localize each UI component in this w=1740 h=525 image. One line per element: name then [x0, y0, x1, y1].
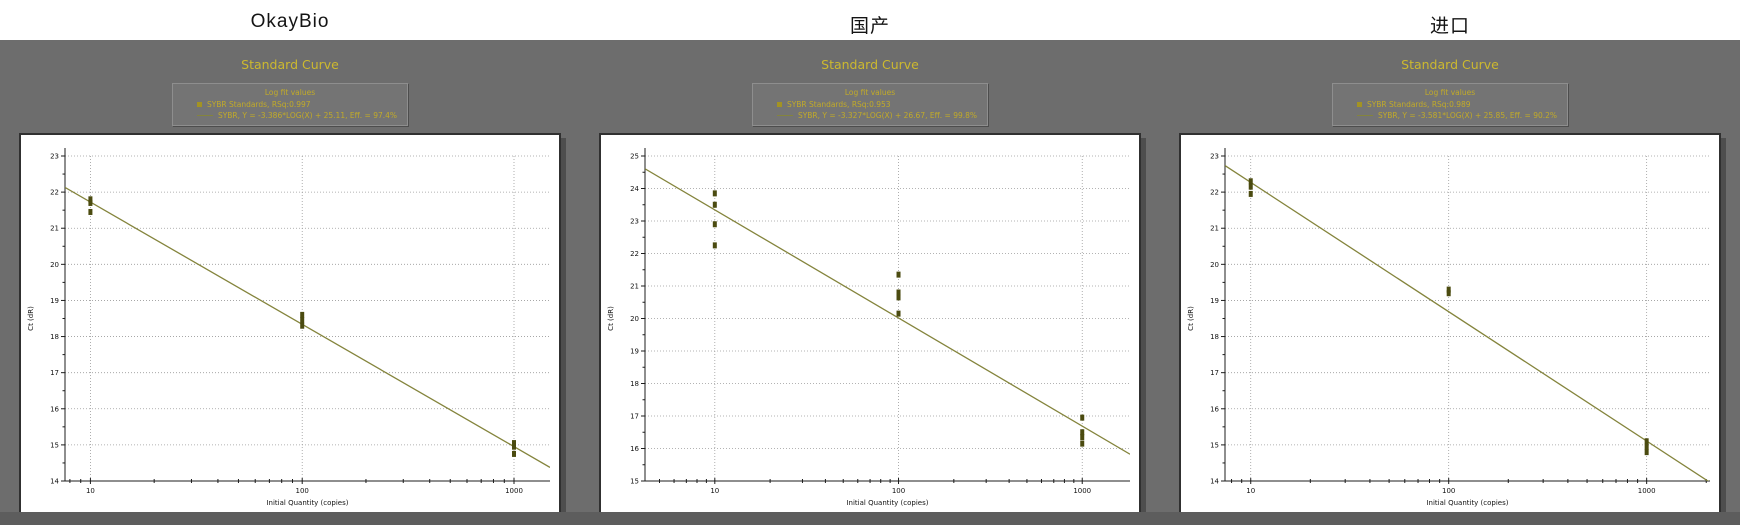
- svg-text:23: 23: [630, 218, 639, 226]
- chart-panel: 15 16 17 18 19 20 21 22 23 24 25 10 100 1000 Initial Q…: [599, 133, 1141, 514]
- svg-text:19: 19: [630, 348, 639, 356]
- legend-equation-label: SYBR, Y = -3.386*LOG(X) + 25.11, Eff. = …: [217, 111, 398, 120]
- fit-legend: Log fit values SYBR Standards, RSq:0.997…: [171, 83, 409, 126]
- standard-curve-plot: 14 15 16 17 18 19 20 21 22 23 10 100 1000 Initial Qua…: [1187, 148, 1710, 507]
- svg-text:14: 14: [1210, 478, 1219, 486]
- legend-series-row: SYBR Standards, RSq:0.989: [1343, 100, 1557, 109]
- chart-title: Standard Curve: [241, 57, 339, 72]
- svg-text:24: 24: [630, 185, 639, 193]
- svg-text:10: 10: [86, 487, 95, 495]
- column-title-domestic: 国产: [849, 16, 890, 37]
- series-marker-icon: [1356, 102, 1362, 107]
- chart-title: Standard Curve: [821, 57, 919, 72]
- svg-text:17: 17: [50, 369, 59, 377]
- legend-series-label: SYBR Standards, RSq:0.989: [1366, 100, 1471, 109]
- legend-series-label: SYBR Standards, RSq:0.997: [206, 100, 311, 109]
- svg-text:20: 20: [1210, 261, 1219, 269]
- chart-column-imported: Standard Curve Log fit values SYBR Stand…: [1160, 40, 1740, 525]
- fit-legend: Log fit values SYBR Standards, RSq:0.989…: [1331, 83, 1569, 126]
- legend-equation-row: SYBR, Y = -3.386*LOG(X) + 25.11, Eff. = …: [183, 111, 397, 120]
- svg-text:23: 23: [1210, 153, 1219, 161]
- svg-text:Ct (dR): Ct (dR): [1187, 306, 1195, 331]
- svg-text:15: 15: [50, 441, 59, 449]
- svg-text:18: 18: [50, 333, 59, 341]
- svg-text:20: 20: [50, 261, 59, 269]
- svg-text:16: 16: [50, 405, 59, 413]
- svg-text:17: 17: [1210, 369, 1219, 377]
- svg-text:18: 18: [630, 380, 639, 388]
- svg-text:21: 21: [1210, 225, 1219, 233]
- svg-text:100: 100: [892, 487, 905, 495]
- svg-text:15: 15: [1210, 441, 1219, 449]
- header-bar: OkayBio 国产 进口: [0, 0, 1740, 40]
- standard-curve-plot: 14 15 16 17 18 19 20 21 22 23 10 100 1000 Initial Qua…: [27, 148, 550, 507]
- legend-header: Log fit values: [844, 88, 896, 97]
- legend-series-label: SYBR Standards, RSq:0.953: [786, 100, 891, 109]
- bottom-strip: [0, 512, 1740, 525]
- svg-text:19: 19: [50, 297, 59, 305]
- svg-text:Ct (dR): Ct (dR): [607, 306, 615, 331]
- chart-title: Standard Curve: [1401, 57, 1499, 72]
- svg-text:20: 20: [630, 315, 639, 323]
- legend-header: Log fit values: [264, 88, 316, 97]
- svg-text:22: 22: [630, 250, 639, 258]
- chart-column-okaybio: Standard Curve Log fit values SYBR Stand…: [0, 40, 580, 525]
- svg-text:100: 100: [296, 487, 309, 495]
- svg-text:23: 23: [50, 153, 59, 161]
- svg-text:21: 21: [630, 283, 639, 291]
- column-title-imported: 进口: [1429, 16, 1470, 37]
- svg-text:18: 18: [1210, 333, 1219, 341]
- chart-panel: 14 15 16 17 18 19 20 21 22 23 10 100 1000 Initial Qua…: [19, 133, 561, 514]
- svg-text:17: 17: [630, 413, 639, 421]
- svg-text:10: 10: [1246, 487, 1255, 495]
- legend-equation-label: SYBR, Y = -3.581*LOG(X) + 25.85, Eff. = …: [1377, 111, 1558, 120]
- svg-text:Ct (dR): Ct (dR): [27, 306, 35, 331]
- fit-line-icon: [196, 115, 213, 116]
- svg-text:21: 21: [50, 225, 59, 233]
- fit-legend: Log fit values SYBR Standards, RSq:0.953…: [751, 83, 989, 126]
- svg-text:1000: 1000: [505, 487, 523, 495]
- svg-text:1000: 1000: [1073, 487, 1091, 495]
- legend-header: Log fit values: [1424, 88, 1476, 97]
- svg-text:22: 22: [1210, 189, 1219, 197]
- fit-line-icon: [776, 115, 793, 116]
- svg-text:22: 22: [50, 189, 59, 197]
- legend-equation-row: SYBR, Y = -3.327*LOG(X) + 26.67, Eff. = …: [763, 111, 977, 120]
- svg-text:Initial Quantity (copies): Initial Quantity (copies): [266, 499, 348, 507]
- svg-text:19: 19: [1210, 297, 1219, 305]
- chart-panel: 14 15 16 17 18 19 20 21 22 23 10 100 1000 Initial Qua…: [1179, 133, 1721, 514]
- legend-equation-label: SYBR, Y = -3.327*LOG(X) + 26.67, Eff. = …: [797, 111, 978, 120]
- chart-column-domestic: Standard Curve Log fit values SYBR Stand…: [580, 40, 1160, 525]
- svg-text:100: 100: [1442, 487, 1455, 495]
- svg-text:Initial Quantity (copies): Initial Quantity (copies): [1426, 499, 1508, 507]
- svg-text:10: 10: [710, 487, 719, 495]
- standard-curve-plot: 15 16 17 18 19 20 21 22 23 24 25 10 100 1000 Initial Q…: [607, 148, 1130, 507]
- legend-series-row: SYBR Standards, RSq:0.997: [183, 100, 397, 109]
- legend-series-row: SYBR Standards, RSq:0.953: [763, 100, 977, 109]
- series-marker-icon: [196, 102, 202, 107]
- svg-text:Initial Quantity (copies): Initial Quantity (copies): [846, 499, 928, 507]
- svg-text:16: 16: [1210, 405, 1219, 413]
- svg-text:15: 15: [630, 478, 639, 486]
- legend-equation-row: SYBR, Y = -3.581*LOG(X) + 25.85, Eff. = …: [1343, 111, 1557, 120]
- svg-text:16: 16: [630, 445, 639, 453]
- column-title-okaybio: OkayBio: [250, 11, 330, 32]
- fit-line-icon: [1356, 115, 1373, 116]
- svg-text:25: 25: [630, 153, 639, 161]
- svg-text:14: 14: [50, 478, 59, 486]
- charts-area: Standard Curve Log fit values SYBR Stand…: [0, 40, 1740, 525]
- svg-text:1000: 1000: [1638, 487, 1656, 495]
- series-marker-icon: [776, 102, 782, 107]
